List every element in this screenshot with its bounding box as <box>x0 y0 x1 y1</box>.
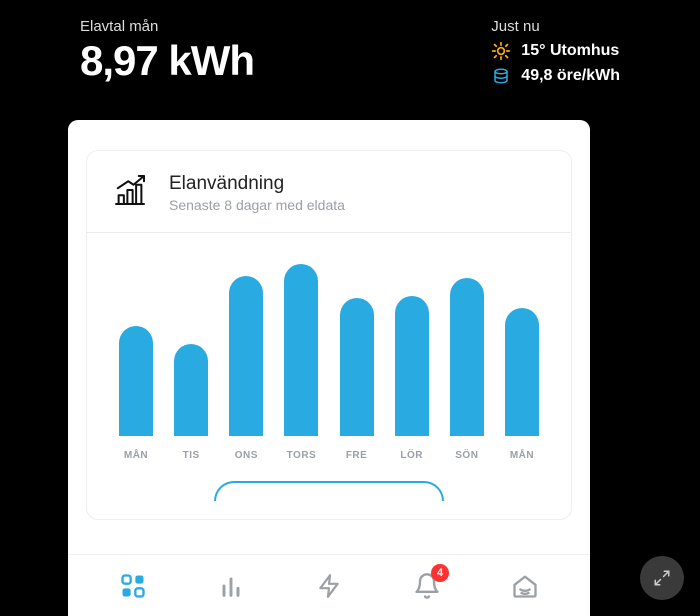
bar-column[interactable]: MÅN <box>497 308 547 461</box>
bar-label: ONS <box>235 450 258 461</box>
sun-icon <box>491 41 511 61</box>
database-icon <box>491 67 511 85</box>
bar <box>505 308 539 436</box>
bar-label: FRE <box>346 450 368 461</box>
nav-home[interactable] <box>501 566 549 606</box>
bottom-nav: 4 <box>68 554 590 616</box>
notification-badge: 4 <box>431 564 449 582</box>
bar-label: TIS <box>183 450 200 461</box>
bar-label: SÖN <box>455 450 478 461</box>
collapse-icon <box>653 569 671 587</box>
bar <box>284 264 318 436</box>
nav-dashboard[interactable] <box>109 566 157 606</box>
bar-label: MÅN <box>124 450 148 461</box>
bar-column[interactable]: LÖR <box>387 296 437 461</box>
price-value: 49,8 öre/kWh <box>521 67 620 85</box>
bar <box>119 326 153 436</box>
details-button[interactable] <box>214 481 444 501</box>
bar-column[interactable]: TIS <box>166 344 216 461</box>
grid-icon <box>119 572 147 600</box>
bar-column[interactable]: MÅN <box>111 326 161 461</box>
now-label: Just nu <box>491 18 620 35</box>
usage-value: 8,97 kWh <box>80 37 254 85</box>
nav-stats[interactable] <box>207 566 255 606</box>
chart-body: MÅN TIS ONS TORS FRE LÖR SÖN MÅN <box>87 233 571 519</box>
bar <box>229 276 263 436</box>
weather-row: 15° Utomhus <box>491 41 620 61</box>
bar <box>395 296 429 436</box>
header-right: Just nu 15° Utomhus <box>491 18 620 85</box>
bar <box>340 298 374 436</box>
chart-header: Elanvändning Senaste 8 dagar med eldata <box>87 151 571 233</box>
header: Elavtal mån 8,97 kWh Just nu 15° Utomhus <box>0 0 700 97</box>
bar-label: TORS <box>287 450 317 461</box>
bar-column[interactable]: ONS <box>221 276 271 461</box>
bar <box>450 278 484 436</box>
temp-value: 15° Utomhus <box>521 42 619 60</box>
bar-label: LÖR <box>400 450 423 461</box>
usage-chart-card[interactable]: Elanvändning Senaste 8 dagar med eldata … <box>86 150 572 520</box>
bolt-icon <box>316 573 342 599</box>
contract-label: Elavtal mån <box>80 18 254 35</box>
chart-title: Elanvändning <box>169 173 345 195</box>
bar <box>174 344 208 436</box>
collapse-fab[interactable] <box>640 556 684 600</box>
bar-column[interactable]: SÖN <box>442 278 492 461</box>
bars-icon <box>217 572 245 600</box>
header-left: Elavtal mån 8,97 kWh <box>80 18 254 85</box>
bar-label: MÅN <box>510 450 534 461</box>
price-row: 49,8 öre/kWh <box>491 67 620 85</box>
bar-column[interactable]: FRE <box>332 298 382 461</box>
bar-column[interactable]: TORS <box>276 264 326 461</box>
chart-subtitle: Senaste 8 dagar med eldata <box>169 197 345 213</box>
nav-notifications[interactable]: 4 <box>403 566 451 606</box>
growth-chart-icon <box>109 169 151 216</box>
bar-chart: MÅN TIS ONS TORS FRE LÖR SÖN MÅN <box>105 261 553 461</box>
nav-energy[interactable] <box>305 566 353 606</box>
house-icon <box>511 572 539 600</box>
content-panel: Elanvändning Senaste 8 dagar med eldata … <box>68 120 590 616</box>
